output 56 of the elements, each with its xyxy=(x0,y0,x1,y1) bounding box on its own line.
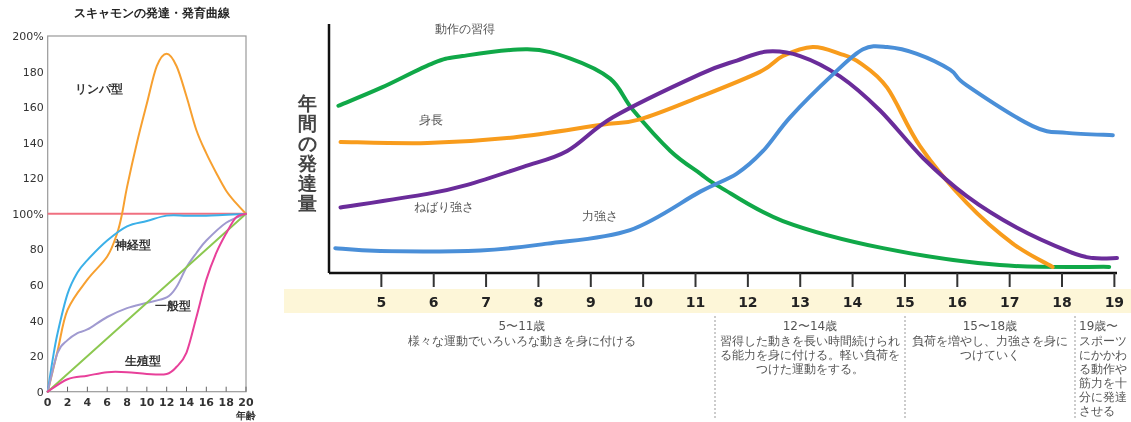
y-tick-label: 100% xyxy=(12,207,44,221)
x-tick-label: 12 xyxy=(159,395,175,409)
x-tick-label: 14 xyxy=(842,294,863,310)
x-tick-label: 15 xyxy=(895,294,915,310)
text: スポーツにかかわる動作や筋力を十分に発達させる xyxy=(1079,334,1127,418)
x-tick-label: 9 xyxy=(585,294,596,310)
x-tick-label: 18 xyxy=(218,395,234,409)
x-tick-label: 8 xyxy=(123,395,131,409)
text: リンパ型 xyxy=(75,81,124,96)
x-tick-label: 20 xyxy=(238,395,254,409)
x-tick-label: 14 xyxy=(178,395,195,409)
x-tick-label: 6 xyxy=(103,395,112,409)
series-label: ねばり強さ xyxy=(414,199,475,214)
chart-title: スキャモンの発達・発育曲線 xyxy=(73,6,231,20)
x-tick-label: 17 xyxy=(999,294,1020,310)
x-axis-title: 年齢 xyxy=(235,409,257,421)
text: 5〜11歳 xyxy=(498,319,546,333)
series-label: 動作の習得 xyxy=(435,22,496,37)
x-tick-label: 2 xyxy=(63,395,72,409)
x-tick-label: 10 xyxy=(139,395,155,409)
x-tick-label: 16 xyxy=(947,294,968,310)
series-label: 神経型 xyxy=(113,238,151,253)
x-tick-label: 11 xyxy=(685,294,706,310)
series-label: 一般型 xyxy=(154,298,191,313)
y-tick-label: 0 xyxy=(36,385,44,399)
x-tick-label: 6 xyxy=(428,294,439,310)
series-label: 身長 xyxy=(418,112,443,127)
text: 19歳〜 xyxy=(1079,319,1119,333)
x-tick-label: 16 xyxy=(198,395,215,409)
text: 15〜18歳 xyxy=(962,319,1018,333)
y-tick-label: 200% xyxy=(12,30,44,43)
text: 様々な運動でいろいろな動きを身に付ける xyxy=(408,334,636,348)
y-axis-title: 年間の発達量 xyxy=(296,92,317,214)
y-tick-label: 120 xyxy=(22,172,44,186)
y-tick-label: 140 xyxy=(22,136,44,150)
y-tick-label: 20 xyxy=(29,350,44,364)
x-tick-label: 19 xyxy=(1104,294,1125,310)
text: 負荷を増やし、力強さを身につけていく xyxy=(912,334,1068,362)
y-tick-label: 40 xyxy=(29,314,44,328)
x-tick-label: 12 xyxy=(738,294,758,310)
x-tick-label: 10 xyxy=(633,294,654,310)
x-tick-label: 4 xyxy=(83,395,92,409)
x-tick-label: 5 xyxy=(376,294,387,310)
line-series xyxy=(46,212,247,393)
text: 12〜14歳 xyxy=(782,319,838,333)
text: 習得した動きを長い時間続けられる能力を身に付ける。軽い負荷をつけた運動をする。 xyxy=(720,334,900,376)
y-tick-label: 160 xyxy=(22,101,44,115)
x-tick-label: 13 xyxy=(790,294,810,310)
y-tick-label: 60 xyxy=(29,278,44,292)
series-label: 力強さ xyxy=(582,208,619,223)
y-tick-label: 180 xyxy=(22,65,44,79)
x-tick-label: 18 xyxy=(1052,294,1072,310)
series-label: 生殖型 xyxy=(123,354,161,369)
x-tick-label: 7 xyxy=(481,294,491,310)
x-tick-label: 8 xyxy=(533,294,544,310)
y-tick-label: 80 xyxy=(29,243,44,257)
